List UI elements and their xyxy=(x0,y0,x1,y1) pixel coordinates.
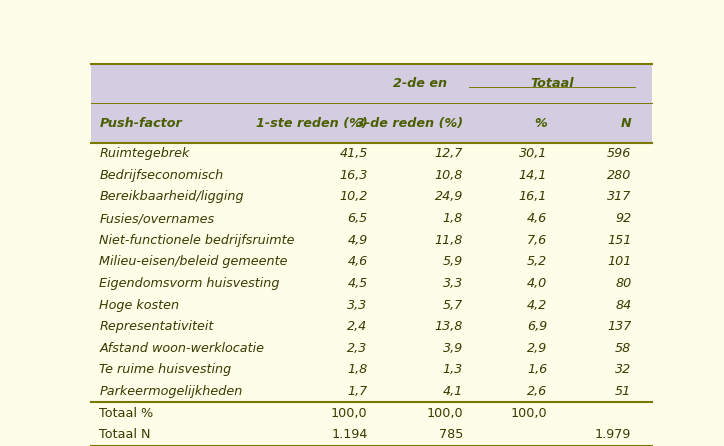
Text: 1,6: 1,6 xyxy=(527,363,547,376)
Text: Bereikbaarheid/ligging: Bereikbaarheid/ligging xyxy=(99,190,244,203)
Text: Totaal N: Totaal N xyxy=(99,429,151,442)
Bar xyxy=(90,143,652,446)
Text: Milieu-eisen/beleid gemeente: Milieu-eisen/beleid gemeente xyxy=(99,255,288,268)
Text: 1-ste reden (%): 1-ste reden (%) xyxy=(256,116,368,129)
Text: 1,7: 1,7 xyxy=(348,385,368,398)
Text: Push-factor: Push-factor xyxy=(99,116,182,129)
Text: 92: 92 xyxy=(615,212,631,225)
Text: 5,2: 5,2 xyxy=(527,255,547,268)
Text: 24,9: 24,9 xyxy=(434,190,463,203)
Text: 12,7: 12,7 xyxy=(434,147,463,160)
Text: 4,0: 4,0 xyxy=(527,277,547,290)
Text: 80: 80 xyxy=(615,277,631,290)
Text: 5,9: 5,9 xyxy=(443,255,463,268)
Text: 1,8: 1,8 xyxy=(443,212,463,225)
Text: 101: 101 xyxy=(607,255,631,268)
Text: Niet-functionele bedrijfsruimte: Niet-functionele bedrijfsruimte xyxy=(99,234,295,247)
Text: 10,8: 10,8 xyxy=(434,169,463,182)
Text: 13,8: 13,8 xyxy=(434,320,463,333)
Text: 4,9: 4,9 xyxy=(348,234,368,247)
Text: Te ruime huisvesting: Te ruime huisvesting xyxy=(99,363,232,376)
Text: 16,3: 16,3 xyxy=(340,169,368,182)
Text: Representativiteit: Representativiteit xyxy=(99,320,214,333)
Text: Totaal %: Totaal % xyxy=(99,407,153,420)
Text: Parkeermogelijkheden: Parkeermogelijkheden xyxy=(99,385,243,398)
Text: %: % xyxy=(534,116,547,129)
Text: 16,1: 16,1 xyxy=(519,190,547,203)
Text: Bedrijfseconomisch: Bedrijfseconomisch xyxy=(99,169,224,182)
Text: 596: 596 xyxy=(607,147,631,160)
Text: 100,0: 100,0 xyxy=(331,407,368,420)
Text: 4,6: 4,6 xyxy=(348,255,368,268)
Text: Afstand woon-werklocatie: Afstand woon-werklocatie xyxy=(99,342,264,355)
Text: 137: 137 xyxy=(607,320,631,333)
Text: 317: 317 xyxy=(607,190,631,203)
Text: 4,6: 4,6 xyxy=(527,212,547,225)
Text: 32: 32 xyxy=(615,363,631,376)
Text: Ruimtegebrek: Ruimtegebrek xyxy=(99,147,190,160)
Text: 2,3: 2,3 xyxy=(348,342,368,355)
Text: Totaal: Totaal xyxy=(530,77,574,90)
Text: 3,3: 3,3 xyxy=(348,298,368,312)
Bar xyxy=(90,64,652,143)
Text: 10,2: 10,2 xyxy=(340,190,368,203)
Text: 1,8: 1,8 xyxy=(348,363,368,376)
Text: 2,9: 2,9 xyxy=(527,342,547,355)
Text: 4,5: 4,5 xyxy=(348,277,368,290)
Text: 280: 280 xyxy=(607,169,631,182)
Text: 58: 58 xyxy=(615,342,631,355)
Text: 3,9: 3,9 xyxy=(443,342,463,355)
Text: 1,3: 1,3 xyxy=(443,363,463,376)
Text: 7,6: 7,6 xyxy=(527,234,547,247)
Text: 1.194: 1.194 xyxy=(332,429,368,442)
Text: 3-de reden (%): 3-de reden (%) xyxy=(356,116,463,129)
Text: 51: 51 xyxy=(615,385,631,398)
Text: 4,1: 4,1 xyxy=(443,385,463,398)
Text: 2,6: 2,6 xyxy=(527,385,547,398)
Text: 5,7: 5,7 xyxy=(443,298,463,312)
Text: 3,3: 3,3 xyxy=(443,277,463,290)
Text: 785: 785 xyxy=(439,429,463,442)
Text: Eigendomsvorm huisvesting: Eigendomsvorm huisvesting xyxy=(99,277,280,290)
Text: 41,5: 41,5 xyxy=(340,147,368,160)
Text: 151: 151 xyxy=(607,234,631,247)
Text: N: N xyxy=(620,116,631,129)
Text: 14,1: 14,1 xyxy=(519,169,547,182)
Text: 2-de en: 2-de en xyxy=(393,77,447,90)
Text: 100,0: 100,0 xyxy=(426,407,463,420)
Text: 30,1: 30,1 xyxy=(519,147,547,160)
Text: Hoge kosten: Hoge kosten xyxy=(99,298,180,312)
Text: 4,2: 4,2 xyxy=(527,298,547,312)
Text: 6,9: 6,9 xyxy=(527,320,547,333)
Text: 11,8: 11,8 xyxy=(434,234,463,247)
Text: 1.979: 1.979 xyxy=(595,429,631,442)
Text: Fusies/overnames: Fusies/overnames xyxy=(99,212,214,225)
Text: 84: 84 xyxy=(615,298,631,312)
Text: 2,4: 2,4 xyxy=(348,320,368,333)
Text: 6,5: 6,5 xyxy=(348,212,368,225)
Text: 100,0: 100,0 xyxy=(510,407,547,420)
